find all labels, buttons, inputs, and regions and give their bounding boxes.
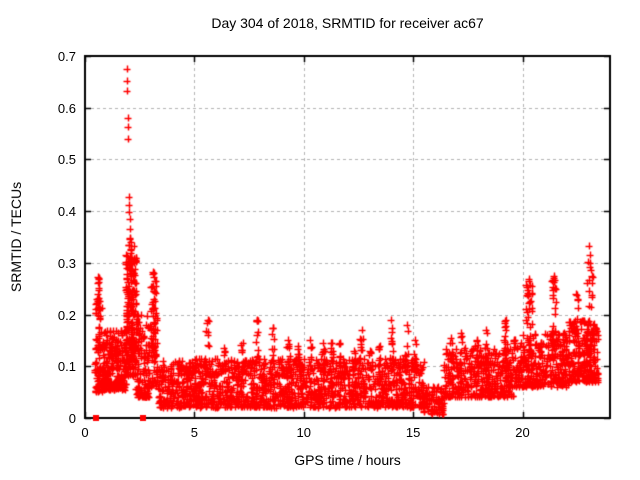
y-tick-label: 0.1 [57, 359, 76, 375]
x-tick-label: 10 [296, 425, 311, 440]
y-axis-label: SRMTID / TECUs [8, 181, 24, 293]
y-tick-label: 0.6 [57, 100, 76, 116]
y-tick-label: 0.4 [57, 204, 76, 220]
x-tick-label: 5 [190, 425, 198, 440]
y-tick-label: 0.3 [57, 255, 76, 271]
y-tick-label: 0 [68, 411, 76, 426]
x-tick-label: 20 [515, 425, 530, 440]
y-tick-label: 0.5 [57, 152, 76, 168]
chart-title: Day 304 of 2018, SRMTID for receiver ac6… [211, 15, 484, 31]
y-tick-label: 0.7 [57, 49, 76, 64]
x-tick-label: 15 [405, 425, 421, 440]
x-axis-label: GPS time / hours [294, 452, 401, 468]
y-tick-label: 0.2 [57, 307, 76, 323]
x-tick-label: 0 [81, 425, 89, 440]
